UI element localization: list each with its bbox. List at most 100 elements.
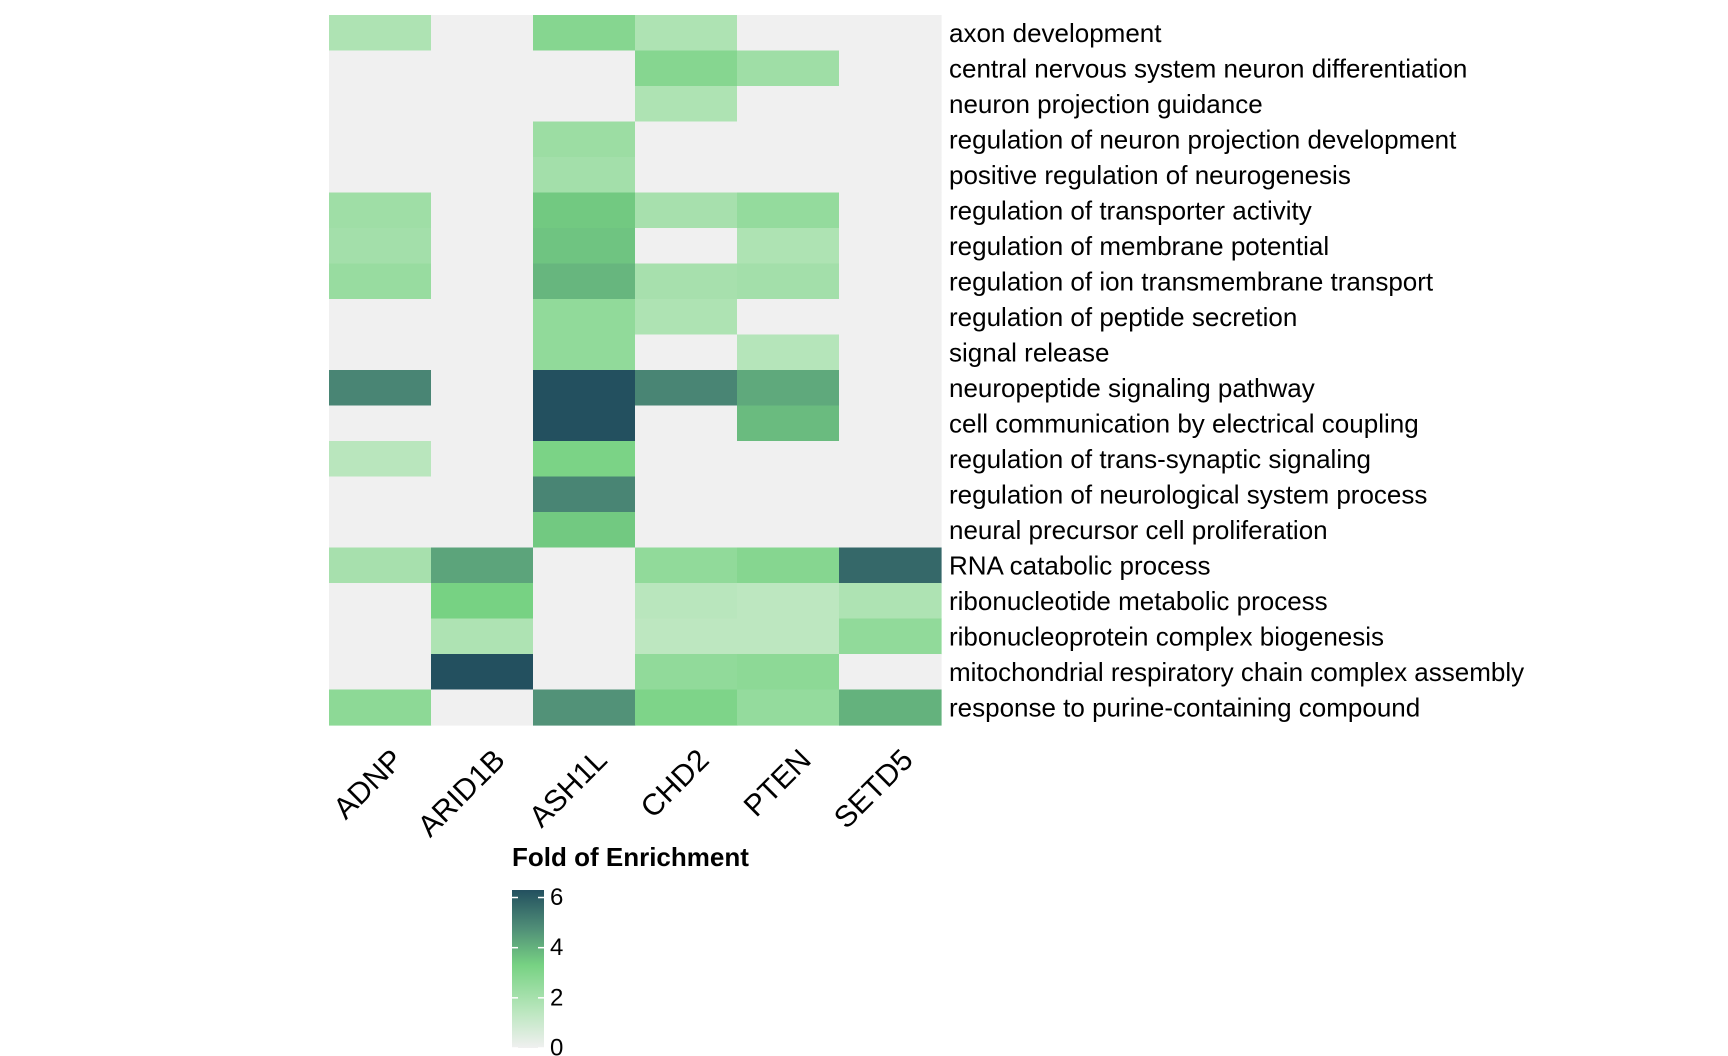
- row-label: ribonucleotide metabolic process: [949, 586, 1328, 616]
- heatmap-cell: [329, 689, 432, 726]
- heatmap-cell: [533, 547, 636, 584]
- heatmap-cell: [533, 299, 636, 336]
- heatmap-cell: [329, 654, 432, 691]
- heatmap-cell: [839, 334, 942, 371]
- heatmap-cell: [635, 547, 738, 584]
- heatmap-cell: [431, 192, 534, 229]
- heatmap-cell: [839, 547, 942, 584]
- heatmap-cell: [329, 15, 432, 52]
- heatmap-cell: [329, 441, 432, 478]
- heatmap-cell: [329, 50, 432, 87]
- row-label: response to purine-containing compound: [949, 692, 1420, 722]
- heatmap-cell: [635, 441, 738, 478]
- heatmap-cell: [635, 157, 738, 194]
- heatmap-cell: [329, 583, 432, 620]
- heatmap-cell: [533, 405, 636, 442]
- heatmap-cell: [737, 157, 840, 194]
- heatmap-cell: [839, 86, 942, 123]
- heatmap-cell: [635, 512, 738, 549]
- heatmap-cell: [737, 547, 840, 584]
- heatmap-cell: [431, 86, 534, 123]
- heatmap-cell: [533, 15, 636, 52]
- row-label: neuron projection guidance: [949, 89, 1263, 119]
- heatmap-cell: [839, 157, 942, 194]
- heatmap-cell: [431, 441, 534, 478]
- heatmap-cell: [635, 263, 738, 300]
- heatmap-cell: [431, 157, 534, 194]
- heatmap-cell: [329, 334, 432, 371]
- heatmap-cell: [737, 50, 840, 87]
- heatmap-cell: [329, 192, 432, 229]
- heatmap-cell: [737, 299, 840, 336]
- heatmap-cell: [635, 370, 738, 407]
- heatmap-cell: [737, 441, 840, 478]
- heatmap-cell: [431, 547, 534, 584]
- row-label: regulation of membrane potential: [949, 231, 1329, 261]
- heatmap-cell: [533, 121, 636, 158]
- row-label: positive regulation of neurogenesis: [949, 160, 1351, 190]
- heatmap-cell: [329, 476, 432, 513]
- column-labels: ADNP ARID1B ASH1L CHD2 PTEN SETD5: [327, 743, 919, 843]
- heatmap-cell: [533, 263, 636, 300]
- row-label: regulation of trans-synaptic signaling: [949, 444, 1371, 474]
- heatmap-cell: [839, 405, 942, 442]
- row-label: regulation of neurological system proces…: [949, 479, 1427, 509]
- heatmap-cell: [431, 618, 534, 655]
- column-label: CHD2: [635, 743, 716, 824]
- heatmap-cell: [329, 299, 432, 336]
- heatmap-cell: [839, 299, 942, 336]
- row-labels: axon development central nervous system n…: [949, 18, 1524, 723]
- heatmap-cell: [737, 689, 840, 726]
- row-label: RNA catabolic process: [949, 550, 1211, 580]
- heatmap-cell: [839, 618, 942, 655]
- heatmap-cell: [635, 228, 738, 265]
- column-label: SETD5: [828, 743, 920, 835]
- heatmap-cell: [329, 228, 432, 265]
- heatmap-cell: [839, 441, 942, 478]
- heatmap-cell: [431, 15, 534, 52]
- heatmap-cell: [839, 121, 942, 158]
- heatmap-cell: [737, 583, 840, 620]
- heatmap-cell: [431, 405, 534, 442]
- heatmap-cell: [431, 228, 534, 265]
- heatmap-cell: [737, 228, 840, 265]
- heatmap-cell: [533, 618, 636, 655]
- heatmap-cell: [737, 405, 840, 442]
- row-label: neural precursor cell proliferation: [949, 515, 1328, 545]
- heatmap-cell: [533, 689, 636, 726]
- heatmap-cells: [329, 15, 942, 726]
- heatmap-cell: [329, 512, 432, 549]
- row-label: axon development: [949, 18, 1162, 48]
- heatmap-cell: [635, 689, 738, 726]
- heatmap-cell: [533, 654, 636, 691]
- legend-tick-label: 6: [550, 884, 563, 911]
- heatmap-cell: [737, 654, 840, 691]
- heatmap-cell: [431, 263, 534, 300]
- heatmap-cell: [533, 50, 636, 87]
- heatmap-cell: [737, 512, 840, 549]
- heatmap-cell: [533, 157, 636, 194]
- heatmap-cell: [737, 86, 840, 123]
- legend-ticks: 0 2 4 6: [512, 884, 563, 1056]
- row-label: regulation of peptide secretion: [949, 302, 1297, 332]
- heatmap-cell: [431, 299, 534, 336]
- heatmap-cell: [635, 618, 738, 655]
- color-legend: Fold of Enrichment 0 2 4 6: [512, 842, 749, 1056]
- row-label: neuropeptide signaling pathway: [949, 373, 1315, 403]
- heatmap-cell: [737, 15, 840, 52]
- heatmap-cell: [329, 86, 432, 123]
- heatmap-cell: [737, 121, 840, 158]
- heatmap-cell: [329, 547, 432, 584]
- heatmap-cell: [329, 121, 432, 158]
- legend-color-bar: [512, 890, 544, 1048]
- heatmap-cell: [635, 583, 738, 620]
- row-label: regulation of ion transmembrane transpor…: [949, 266, 1434, 296]
- row-label: ribonucleoprotein complex biogenesis: [949, 621, 1384, 651]
- heatmap-cell: [329, 263, 432, 300]
- heatmap-cell: [737, 476, 840, 513]
- legend-title: Fold of Enrichment: [512, 842, 749, 872]
- heatmap-cell: [635, 50, 738, 87]
- heatmap-cell: [839, 370, 942, 407]
- column-label: PTEN: [738, 743, 818, 823]
